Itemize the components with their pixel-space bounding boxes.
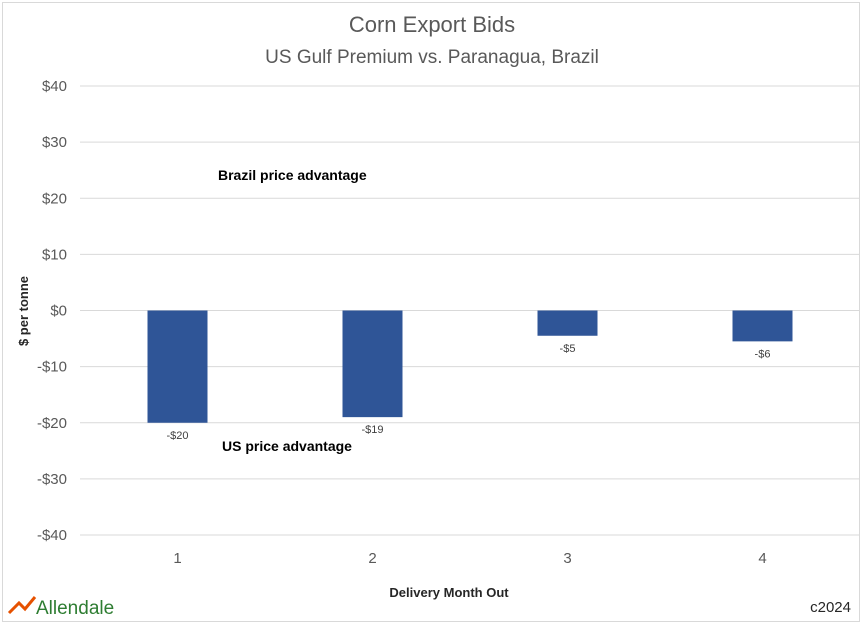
y-tick-label: -$30 [37, 471, 67, 488]
x-tick-label: 1 [173, 550, 181, 567]
bar-3 [537, 310, 598, 336]
chart-title: Corn Export Bids [349, 12, 515, 37]
y-axis-ticks: $40 $30 $20 $10 $0 -$10 -$20 -$30 -$40 [37, 78, 67, 544]
bar-2 [342, 310, 403, 418]
x-tick-label: 2 [368, 550, 376, 567]
x-tick-label: 3 [563, 550, 571, 567]
y-tick-label: $20 [42, 190, 67, 207]
copyright-text: c2024 [810, 599, 851, 616]
y-tick-label: -$40 [37, 527, 67, 544]
annotation-us-advantage: US price advantage [222, 438, 352, 454]
y-tick-label: $10 [42, 246, 67, 263]
bar-4 [732, 310, 793, 342]
bar-1 [147, 310, 208, 423]
gridlines [80, 85, 860, 536]
x-axis-ticks: 1 2 3 4 [173, 550, 766, 567]
x-tick-label: 4 [758, 550, 766, 567]
data-label-3: -$5 [560, 343, 576, 355]
allendale-logo: Allendale [7, 596, 114, 619]
y-axis-label: $ per tonne [16, 276, 31, 346]
data-labels: -$20 -$19 -$5 -$6 [166, 343, 770, 442]
data-label-2: -$19 [361, 424, 383, 436]
chart-subtitle: US Gulf Premium vs. Paranagua, Brazil [265, 47, 599, 68]
y-tick-label: $40 [42, 78, 67, 95]
logo-text: Allendale [36, 598, 114, 619]
bars [147, 310, 793, 423]
logo-mark-icon [7, 596, 37, 615]
annotation-brazil-advantage: Brazil price advantage [218, 167, 367, 183]
y-tick-label: $30 [42, 134, 67, 151]
x-axis-label: Delivery Month Out [389, 585, 509, 600]
data-label-1: -$20 [166, 430, 188, 442]
y-tick-label: $0 [50, 303, 67, 320]
y-tick-label: -$20 [37, 415, 67, 432]
y-tick-label: -$10 [37, 359, 67, 376]
data-label-4: -$6 [755, 348, 771, 360]
